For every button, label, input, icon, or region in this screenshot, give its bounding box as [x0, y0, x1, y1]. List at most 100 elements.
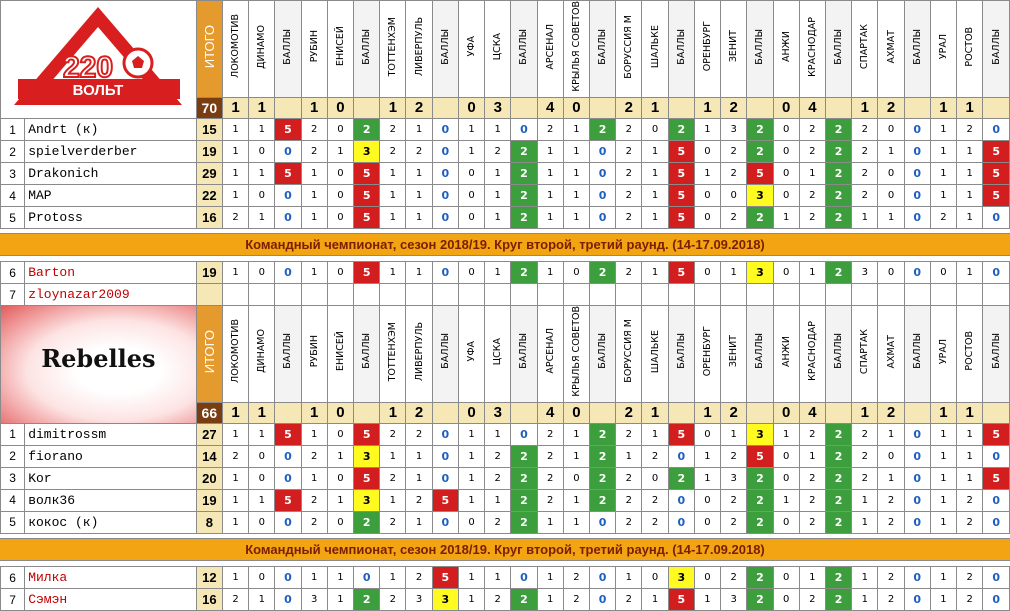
match-score-home: 0: [772, 96, 800, 120]
prediction-away: 0: [326, 118, 355, 141]
player-number: 2: [0, 140, 26, 163]
prediction-away: 1: [484, 184, 512, 207]
team-name: ЕНИСЕЙ: [334, 331, 346, 372]
prediction-away: 0: [326, 206, 355, 229]
player-number: 1: [0, 118, 26, 141]
prediction-home: 1: [221, 466, 250, 490]
prediction-away: 0: [877, 118, 905, 141]
prediction-away: 2: [798, 488, 826, 512]
prediction-home: 1: [457, 422, 486, 446]
team-name: РОСТОВ: [964, 331, 976, 372]
prediction-home: 1: [300, 184, 328, 207]
prediction-home: 2: [615, 422, 643, 446]
prediction-away: 2: [956, 566, 984, 589]
prediction-away: 1: [956, 206, 984, 229]
prediction-points: 5: [746, 444, 774, 468]
player-number: 5: [0, 510, 26, 534]
match-score-home: 1: [221, 96, 250, 120]
prediction-points: 2: [746, 588, 774, 611]
match-away-team: КРЫЛЬЯ СОВЕТОВ: [562, 305, 591, 403]
match-score-away: 3: [484, 401, 512, 424]
prediction-away: 1: [326, 488, 355, 512]
player-total: 8: [195, 510, 223, 534]
prediction-home: 0: [693, 422, 722, 446]
prediction-points: 5: [353, 206, 381, 229]
team-name: ЛИВЕРПУЛЬ: [413, 16, 425, 76]
prediction-home: 2: [851, 184, 879, 207]
points-spacer: [746, 401, 774, 424]
prediction-home: 1: [221, 261, 250, 284]
prediction-home: 0: [693, 261, 722, 284]
prediction-away: 1: [641, 261, 669, 284]
prediction-home: 1: [536, 206, 564, 229]
prediction-points: 5: [982, 184, 1010, 207]
prediction-points: 2: [824, 510, 853, 534]
prediction-points: 2: [746, 206, 774, 229]
prediction-home: 1: [457, 140, 486, 163]
prediction-away: 2: [720, 488, 748, 512]
prediction-points: 0: [982, 488, 1010, 512]
player-name: Милка: [24, 566, 197, 589]
prediction-away: 2: [641, 444, 669, 468]
prediction-home: 1: [300, 162, 328, 185]
prediction-points: [903, 283, 931, 306]
team-name: УРАЛ: [937, 33, 949, 60]
prediction-home: 2: [851, 118, 879, 141]
prediction-points: 3: [746, 184, 774, 207]
team-name: УРАЛ: [937, 338, 949, 364]
match-score-home: 1: [851, 96, 879, 120]
prediction-away: 2: [798, 466, 826, 490]
team-name: ДИНАМО: [256, 329, 268, 374]
player-name: spielverderber: [24, 140, 197, 163]
points-header: БАЛЛЫ: [667, 0, 695, 98]
prediction-away: 1: [798, 261, 826, 284]
prediction-points: 5: [431, 488, 459, 512]
prediction-points: 2: [510, 206, 538, 229]
prediction-away: 1: [248, 162, 276, 185]
prediction-away: 1: [562, 140, 591, 163]
team-name: ЛИВЕРПУЛЬ: [413, 321, 425, 381]
prediction-home: 2: [379, 588, 407, 611]
prediction-away: 1: [562, 422, 591, 446]
prediction-points: 0: [903, 140, 931, 163]
prediction-points: [667, 283, 695, 306]
prediction-home: 0: [772, 444, 800, 468]
points-spacer: [274, 401, 302, 424]
prediction-points: 0: [588, 162, 617, 185]
reserve-player-row: 6 Barton 19 1 0 0 1 0 5 1 1 0 0 1 2 1 0 2 2 1 5 0 1 3 0 1 2 3 0 0 0 1 0: [0, 261, 1010, 284]
prediction-away: 1: [484, 162, 512, 185]
prediction-home: 1: [221, 140, 250, 163]
match-score-home: 4: [536, 401, 564, 424]
team-name: АНЖИ: [780, 335, 792, 367]
match-score-away: 0: [562, 401, 591, 424]
prediction-away: 2: [484, 588, 512, 611]
prediction-points: 0: [982, 510, 1010, 534]
player-total: 19: [195, 488, 223, 512]
prediction-home: 3: [300, 588, 328, 611]
match-score-home: 4: [536, 96, 564, 120]
player-number: 2: [0, 444, 26, 468]
prediction-away: 2: [956, 588, 984, 611]
match-score-away: 2: [877, 401, 905, 424]
points-label: БАЛЛЫ: [911, 28, 923, 65]
prediction-points: 0: [903, 118, 931, 141]
prediction-away: 1: [720, 422, 748, 446]
prediction-away: 1: [798, 162, 826, 185]
points-label: БАЛЛЫ: [597, 28, 609, 65]
prediction-away: 1: [641, 184, 669, 207]
prediction-points: 2: [510, 510, 538, 534]
player-number: 7: [0, 283, 26, 306]
prediction-points: 5: [982, 422, 1010, 446]
prediction-points: 2: [588, 444, 617, 468]
match-score-home: 2: [615, 96, 643, 120]
points-spacer: [274, 96, 302, 120]
prediction-points: 0: [274, 566, 302, 589]
prediction-points: [353, 283, 381, 306]
prediction-away: 1: [956, 444, 984, 468]
prediction-away: 0: [248, 261, 276, 284]
match-score-away: 3: [484, 96, 512, 120]
prediction-points: 0: [903, 162, 931, 185]
points-header: БАЛЛЫ: [903, 0, 931, 98]
prediction-away: 0: [326, 261, 355, 284]
prediction-points: 0: [667, 488, 695, 512]
